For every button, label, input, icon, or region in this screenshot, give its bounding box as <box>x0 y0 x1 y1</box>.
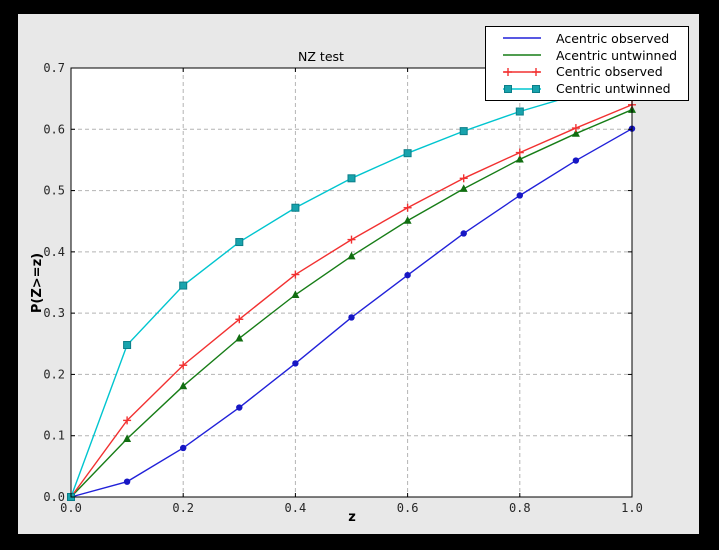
y-axis-label: P(Z>=z) <box>30 252 45 314</box>
marker-triangle <box>571 129 580 137</box>
x-tick-label: 0.2 <box>172 501 194 515</box>
marker-square <box>403 149 412 158</box>
y-tick-label: 0.2 <box>43 367 65 381</box>
x-tick-label: 0.6 <box>397 501 419 515</box>
y-tick-label: 0.5 <box>43 184 65 198</box>
x-tick-label: 1.0 <box>621 501 643 515</box>
x-tick-label: 0.4 <box>285 501 307 515</box>
marker-triangle <box>515 154 524 163</box>
legend-item: Centric untwinned <box>486 80 688 97</box>
legend-label: Acentric untwinned <box>556 47 678 63</box>
axes-background <box>71 68 632 497</box>
y-tick-label: 0.1 <box>43 429 65 443</box>
legend-box: Acentric observed Acentric untwinned Cen… <box>485 26 689 101</box>
marker-square <box>291 203 300 212</box>
y-tick-label: 0.6 <box>43 122 65 136</box>
marker-square <box>235 238 244 247</box>
legend-item: Acentric observed <box>486 30 688 47</box>
legend-item: Centric observed <box>486 64 688 81</box>
y-tick-label: 0.3 <box>43 306 65 320</box>
marker-triangle <box>235 333 244 342</box>
legend-marker-square <box>504 84 512 93</box>
legend-marker-square <box>532 84 540 93</box>
marker-circle <box>404 271 411 279</box>
marker-circle <box>123 478 131 485</box>
x-axis-label: z <box>348 510 356 525</box>
legend-item: Acentric untwinned <box>486 47 688 64</box>
y-tick-label: 0.0 <box>43 490 65 504</box>
legend-label: Acentric observed <box>556 30 670 46</box>
marker-triangle <box>459 184 468 192</box>
marker-square <box>123 341 132 350</box>
legend-sample-line <box>503 37 541 40</box>
y-tick-label: 0.7 <box>43 61 65 75</box>
legend-label: Centric untwinned <box>556 81 671 97</box>
marker-triangle <box>347 251 356 260</box>
marker-triangle <box>179 381 188 390</box>
x-tick-label: 0.8 <box>509 501 531 515</box>
marker-triangle <box>403 216 412 224</box>
marker-triangle <box>291 290 300 298</box>
marker-triangle <box>123 434 132 442</box>
legend-sample-line <box>503 67 541 76</box>
legend-sample-line <box>503 54 541 56</box>
marker-circle <box>572 157 580 164</box>
marker-circle <box>516 192 523 199</box>
legend-label: Centric observed <box>556 64 663 80</box>
legend-sample-line <box>503 84 541 93</box>
marker-square <box>347 174 356 183</box>
marker-circle <box>180 444 187 452</box>
axes-frame <box>70 67 633 498</box>
y-tick-label: 0.4 <box>43 245 65 259</box>
marker-circle <box>236 404 243 411</box>
marker-circle <box>348 314 355 321</box>
marker-square <box>515 107 524 116</box>
x-tick-label: 0.0 <box>60 501 82 515</box>
marker-circle <box>460 230 467 237</box>
marker-square <box>459 127 468 136</box>
marker-circle <box>292 360 299 367</box>
chart-title: NZ test <box>298 49 344 64</box>
marker-square <box>179 281 188 290</box>
